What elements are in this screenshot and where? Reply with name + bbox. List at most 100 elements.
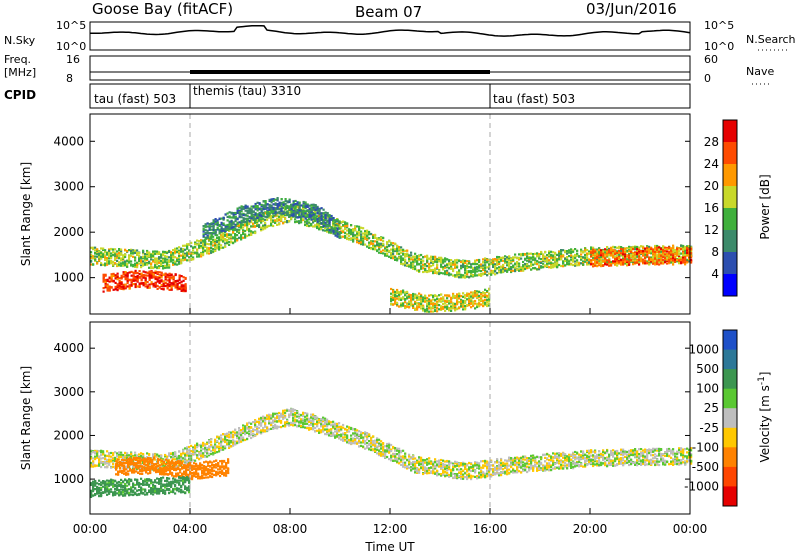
heatmap-cell xyxy=(148,286,151,289)
heatmap-cell xyxy=(98,256,101,259)
heatmap-cell xyxy=(492,265,495,268)
heatmap-cell xyxy=(332,231,335,234)
heatmap-cell xyxy=(274,198,277,201)
cpid-panel-frame xyxy=(89,83,691,109)
heatmap-cell xyxy=(484,292,487,295)
heatmap-cell xyxy=(96,248,99,251)
heatmap-cell xyxy=(316,220,319,223)
heatmap-cell xyxy=(498,256,501,259)
heatmap-cell xyxy=(162,250,165,253)
heatmap-cell xyxy=(114,285,117,289)
heatmap-cell xyxy=(166,279,169,282)
heatmap-cell xyxy=(546,256,549,259)
heatmap-cell xyxy=(166,263,169,266)
heatmap-cell xyxy=(270,199,273,202)
heatmap-cell xyxy=(452,307,455,310)
heatmap-cell xyxy=(468,295,471,298)
heatmap-cell xyxy=(410,299,413,302)
heatmap-cell xyxy=(226,240,229,243)
heatmap-cell xyxy=(272,203,275,206)
heatmap-cell xyxy=(340,226,343,229)
heatmap-cell xyxy=(324,223,327,226)
heatmap-cell xyxy=(180,254,183,257)
heatmap-cell xyxy=(456,308,459,311)
heatmap-cell xyxy=(218,228,221,231)
heatmap-cell xyxy=(252,217,255,220)
heatmap-cell xyxy=(178,251,181,254)
heatmap-cell xyxy=(332,229,335,232)
heatmap-cell xyxy=(156,266,159,269)
heatmap-cell xyxy=(496,263,499,266)
heatmap-cell xyxy=(112,254,115,257)
heatmap-cell xyxy=(124,286,127,289)
heatmap-cell xyxy=(484,264,487,267)
heatmap-cell xyxy=(162,267,165,270)
heatmap-cell xyxy=(130,254,133,257)
heatmap-cell xyxy=(234,238,237,241)
heatmap-cell xyxy=(438,308,441,311)
heatmap-cell xyxy=(412,303,415,306)
heatmap-cell xyxy=(622,263,625,266)
heatmap-cell xyxy=(506,258,509,261)
heatmap-cell xyxy=(408,254,411,257)
heatmap-cell xyxy=(288,211,291,214)
heatmap-cell xyxy=(452,292,455,295)
heatmap-cell xyxy=(468,262,471,265)
heatmap-cell xyxy=(254,218,257,222)
heatmap-cell xyxy=(628,257,631,260)
heatmap-cell xyxy=(454,306,457,309)
heatmap-cell xyxy=(110,259,113,263)
heatmap-cell xyxy=(162,282,165,285)
heatmap-cell xyxy=(228,220,231,223)
heatmap-cell xyxy=(602,250,605,253)
heatmap-cell xyxy=(392,250,395,253)
heatmap-cell xyxy=(456,272,459,275)
heatmap-cell xyxy=(600,249,603,252)
heatmap-cell xyxy=(466,265,469,268)
heatmap-cell xyxy=(300,218,303,221)
heatmap-cell xyxy=(532,258,535,261)
heatmap-cell xyxy=(184,288,187,291)
heatmap-cell xyxy=(146,286,149,289)
heatmap-cell xyxy=(364,232,367,235)
heatmap-cell xyxy=(458,307,461,310)
heatmap-cell xyxy=(408,263,411,267)
heatmap-cell xyxy=(586,261,589,265)
heatmap-cell xyxy=(246,205,249,208)
heatmap-cell xyxy=(444,273,447,276)
heatmap-cell xyxy=(640,250,643,253)
heatmap-cell xyxy=(220,246,223,249)
heatmap-cell xyxy=(374,244,377,247)
heatmap-cell xyxy=(634,246,637,250)
heatmap-cell xyxy=(448,300,451,303)
heatmap-cell xyxy=(484,298,487,301)
heatmap-cell xyxy=(238,212,241,215)
heatmap-cell xyxy=(212,240,215,244)
heatmap-cell xyxy=(176,258,179,262)
heatmap-cell xyxy=(448,302,451,305)
heatmap-cell xyxy=(334,221,337,225)
heatmap-cell xyxy=(280,218,283,221)
heatmap-cell xyxy=(182,259,185,262)
heatmap-cell xyxy=(150,253,153,256)
heatmap-cell xyxy=(202,235,205,238)
heatmap-cell xyxy=(556,253,559,256)
heatmap-cell xyxy=(232,242,235,245)
heatmap-cell xyxy=(114,281,117,284)
heatmap-cell xyxy=(168,264,171,267)
heatmap-cell xyxy=(632,247,635,251)
heatmap-cell xyxy=(428,298,431,301)
heatmap-cell xyxy=(118,257,121,260)
heatmap-cell xyxy=(474,260,477,264)
cpid-segment-1: tau (fast) 503 xyxy=(94,92,176,106)
heatmap-cell xyxy=(342,235,345,238)
heatmap-cell xyxy=(126,272,129,275)
heatmap-cell xyxy=(276,203,279,206)
heatmap-cell xyxy=(212,248,215,251)
heatmap-cell xyxy=(318,225,321,228)
heatmap-cell xyxy=(130,252,133,255)
heatmap-cell xyxy=(210,235,213,238)
heatmap-cell xyxy=(172,281,175,284)
heatmap-cell xyxy=(666,252,669,256)
heatmap-cell xyxy=(324,229,327,232)
